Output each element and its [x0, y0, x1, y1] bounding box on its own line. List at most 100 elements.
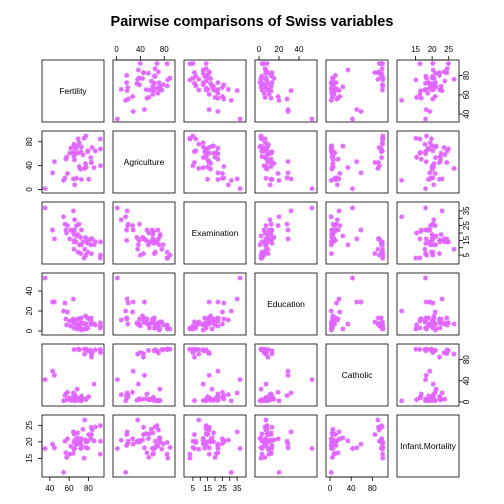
data-point	[202, 445, 208, 451]
data-point	[125, 440, 131, 447]
data-point	[140, 70, 147, 76]
data-point	[439, 390, 445, 396]
data-point	[114, 275, 120, 281]
data-point	[265, 246, 271, 252]
data-point	[206, 159, 212, 165]
data-point	[430, 325, 436, 331]
data-point	[379, 438, 385, 444]
data-point	[212, 94, 218, 100]
data-point	[335, 156, 341, 162]
data-point	[71, 227, 78, 233]
data-point	[137, 60, 143, 67]
data-point	[206, 91, 212, 97]
data-point	[155, 427, 162, 433]
data-point	[380, 61, 386, 67]
data-point	[82, 417, 88, 423]
panel-catholic-vs-agriculture	[112, 343, 176, 407]
data-point	[276, 469, 282, 475]
data-point	[136, 237, 142, 243]
data-point	[144, 95, 150, 101]
data-point	[78, 227, 84, 233]
data-point	[97, 163, 104, 169]
data-point	[427, 84, 434, 91]
data-point	[258, 444, 264, 451]
data-point	[51, 236, 57, 242]
tick-label: 80	[84, 484, 93, 493]
data-point	[337, 223, 343, 229]
data-point	[269, 73, 275, 79]
data-point	[378, 240, 384, 246]
data-point	[333, 300, 340, 306]
data-point	[285, 108, 291, 115]
data-point	[97, 451, 103, 457]
data-point	[92, 424, 98, 430]
data-point	[215, 176, 221, 183]
panel-frame	[183, 201, 247, 265]
data-point	[285, 368, 291, 374]
panel-fertility-vs-catholic	[325, 59, 389, 123]
data-point	[160, 242, 166, 248]
tick-label: 40	[25, 286, 34, 295]
tick-label: 80	[368, 484, 377, 493]
data-point	[262, 230, 268, 236]
data-point	[130, 368, 136, 374]
data-point	[146, 94, 152, 100]
data-point	[422, 376, 429, 383]
data-point	[136, 396, 142, 402]
variable-label: Fertility	[59, 86, 87, 96]
data-point	[417, 318, 423, 324]
data-point	[191, 354, 197, 360]
panel-frame	[183, 59, 247, 123]
data-point	[284, 175, 290, 181]
data-point	[427, 227, 433, 233]
data-point	[156, 327, 162, 333]
top-axis-infant-mortality: 15 20 25	[411, 45, 454, 61]
data-point	[187, 455, 193, 461]
data-point	[49, 170, 56, 176]
data-point	[215, 145, 221, 151]
panel-frame	[254, 414, 318, 478]
data-point	[85, 249, 91, 255]
data-point	[124, 390, 130, 396]
data-point	[425, 90, 431, 96]
data-point	[187, 325, 193, 331]
data-point	[263, 381, 269, 387]
data-point	[399, 177, 405, 183]
data-point	[336, 296, 342, 302]
left-axis-infant-mortality: 15 20 25	[25, 420, 43, 463]
data-point	[151, 348, 157, 354]
data-point	[284, 221, 290, 227]
data-point	[237, 376, 243, 383]
data-point	[88, 435, 94, 442]
data-point	[140, 351, 147, 357]
data-point	[156, 435, 162, 442]
data-point	[444, 66, 450, 72]
data-point	[151, 445, 157, 451]
data-point	[354, 236, 360, 242]
data-point	[85, 315, 91, 321]
data-point	[413, 326, 419, 332]
data-point	[429, 237, 435, 243]
data-point	[219, 309, 225, 315]
data-point	[228, 177, 234, 183]
data-point	[202, 315, 208, 321]
tick-label: 60	[65, 484, 74, 493]
data-point	[114, 116, 120, 122]
data-point	[332, 321, 338, 327]
panel-infant-mortality-vs-education	[254, 414, 318, 478]
data-point	[237, 116, 243, 122]
panel-frame	[396, 414, 460, 478]
data-point	[125, 321, 131, 327]
data-point	[51, 372, 57, 378]
data-point	[196, 351, 202, 357]
data-point	[83, 321, 89, 327]
data-point	[89, 144, 95, 151]
data-point	[123, 227, 130, 233]
data-point	[83, 164, 89, 170]
data-point	[330, 164, 336, 170]
data-point	[269, 176, 275, 183]
data-point	[258, 386, 264, 392]
data-point	[88, 159, 94, 166]
data-point	[288, 390, 294, 396]
data-point	[221, 300, 227, 306]
